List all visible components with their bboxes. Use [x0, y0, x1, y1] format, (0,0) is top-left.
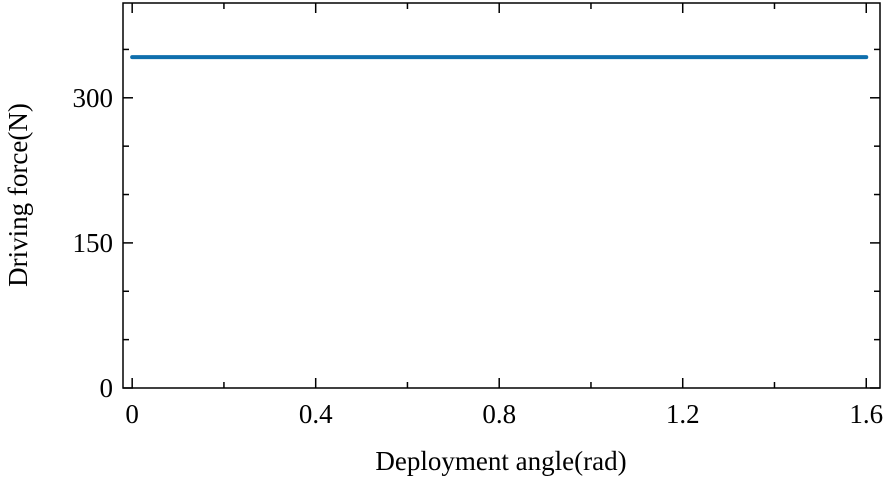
y-tick-label: 300 — [73, 83, 114, 113]
x-tick-label: 0.8 — [482, 399, 516, 429]
x-axis-label: Deployment angle(rad) — [375, 446, 626, 476]
x-tick-label: 1.2 — [666, 399, 700, 429]
y-tick-label: 0 — [100, 373, 114, 403]
plot-frame — [122, 2, 881, 389]
x-tick-label: 1.6 — [849, 399, 883, 429]
y-tick-label: 150 — [73, 228, 114, 258]
y-axis-label: Driving force(N) — [3, 103, 33, 287]
x-tick-label: 0.4 — [299, 399, 333, 429]
x-tick-label: 0 — [125, 399, 139, 429]
